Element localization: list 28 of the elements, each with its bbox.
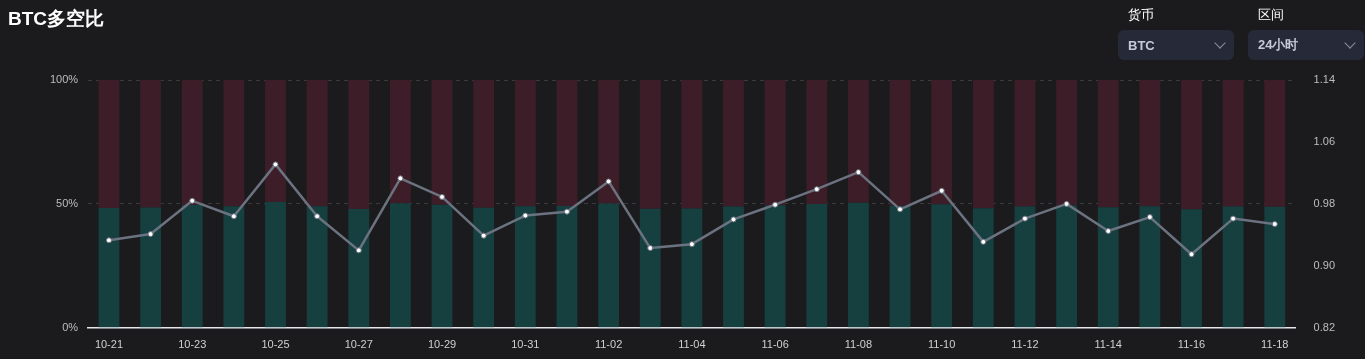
x-tick-label: 11-02 bbox=[594, 338, 623, 351]
x-tick-label: 11-16 bbox=[1177, 338, 1206, 351]
dropdown-field: 24小时 bbox=[1248, 30, 1364, 60]
y2-tick-label: 0.82 bbox=[1313, 320, 1336, 333]
x-tick-label: 11-04 bbox=[678, 338, 706, 351]
x-tick-label: 11-08 bbox=[844, 338, 873, 351]
x-tick-label: 11-18 bbox=[1261, 338, 1289, 351]
y2-tick-label: 0.98 bbox=[1313, 196, 1336, 209]
dropdown-field: BTC bbox=[1118, 30, 1234, 60]
x-tick-label: 10-27 bbox=[344, 338, 373, 351]
y2-tick-label: 0.90 bbox=[1313, 258, 1336, 271]
text: 货币 bbox=[1128, 6, 1155, 24]
x-tick-label: 11-06 bbox=[761, 338, 789, 351]
y-tick-label: 50% bbox=[56, 196, 79, 209]
x-tick-label: 10-29 bbox=[427, 338, 457, 351]
text: 区间 bbox=[1258, 6, 1285, 24]
y-tick-label: 100% bbox=[49, 73, 79, 86]
x-tick-label: 11-12 bbox=[1011, 338, 1039, 351]
x-tick-label: 11-10 bbox=[928, 338, 956, 351]
x-tick-label: 10-31 bbox=[511, 338, 540, 351]
x-tick-label: 10-25 bbox=[261, 338, 290, 351]
x-tick-label: 10-21 bbox=[94, 338, 124, 351]
x-tick-label: 11-14 bbox=[1094, 338, 1122, 351]
y2-tick-label: 1.14 bbox=[1313, 73, 1336, 86]
y2-tick-label: 1.06 bbox=[1313, 134, 1336, 147]
x-tick-label: 10-23 bbox=[178, 338, 207, 351]
chart-title: BTC多空比 bbox=[8, 7, 105, 31]
y-tick-label: 0% bbox=[62, 320, 79, 333]
